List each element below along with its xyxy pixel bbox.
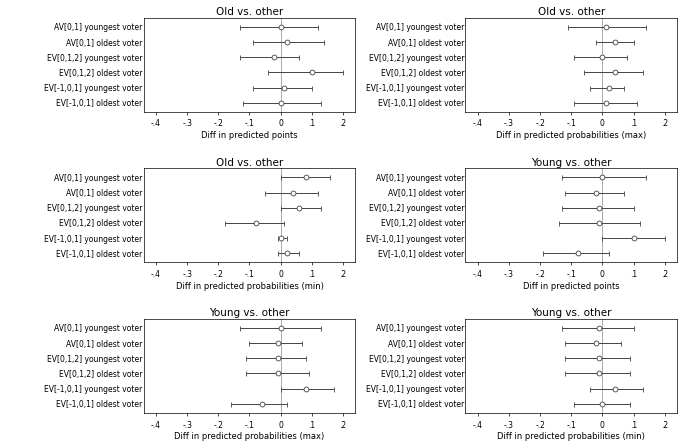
Title: Young vs. other: Young vs. other: [531, 158, 611, 167]
Title: Old vs. other: Old vs. other: [216, 7, 283, 17]
X-axis label: Diff in predicted points: Diff in predicted points: [201, 131, 298, 140]
X-axis label: Diff in predicted probabilities (min): Diff in predicted probabilities (min): [176, 282, 324, 291]
X-axis label: Diff in predicted probabilities (max): Diff in predicted probabilities (max): [174, 432, 325, 441]
Title: Old vs. other: Old vs. other: [538, 7, 605, 17]
X-axis label: Diff in predicted probabilities (min): Diff in predicted probabilities (min): [497, 432, 645, 441]
Title: Young vs. other: Young vs. other: [209, 308, 290, 318]
X-axis label: Diff in predicted points: Diff in predicted points: [523, 282, 620, 291]
Title: Old vs. other: Old vs. other: [216, 158, 283, 167]
X-axis label: Diff in predicted probabilities (max): Diff in predicted probabilities (max): [496, 131, 646, 140]
Title: Young vs. other: Young vs. other: [531, 308, 611, 318]
